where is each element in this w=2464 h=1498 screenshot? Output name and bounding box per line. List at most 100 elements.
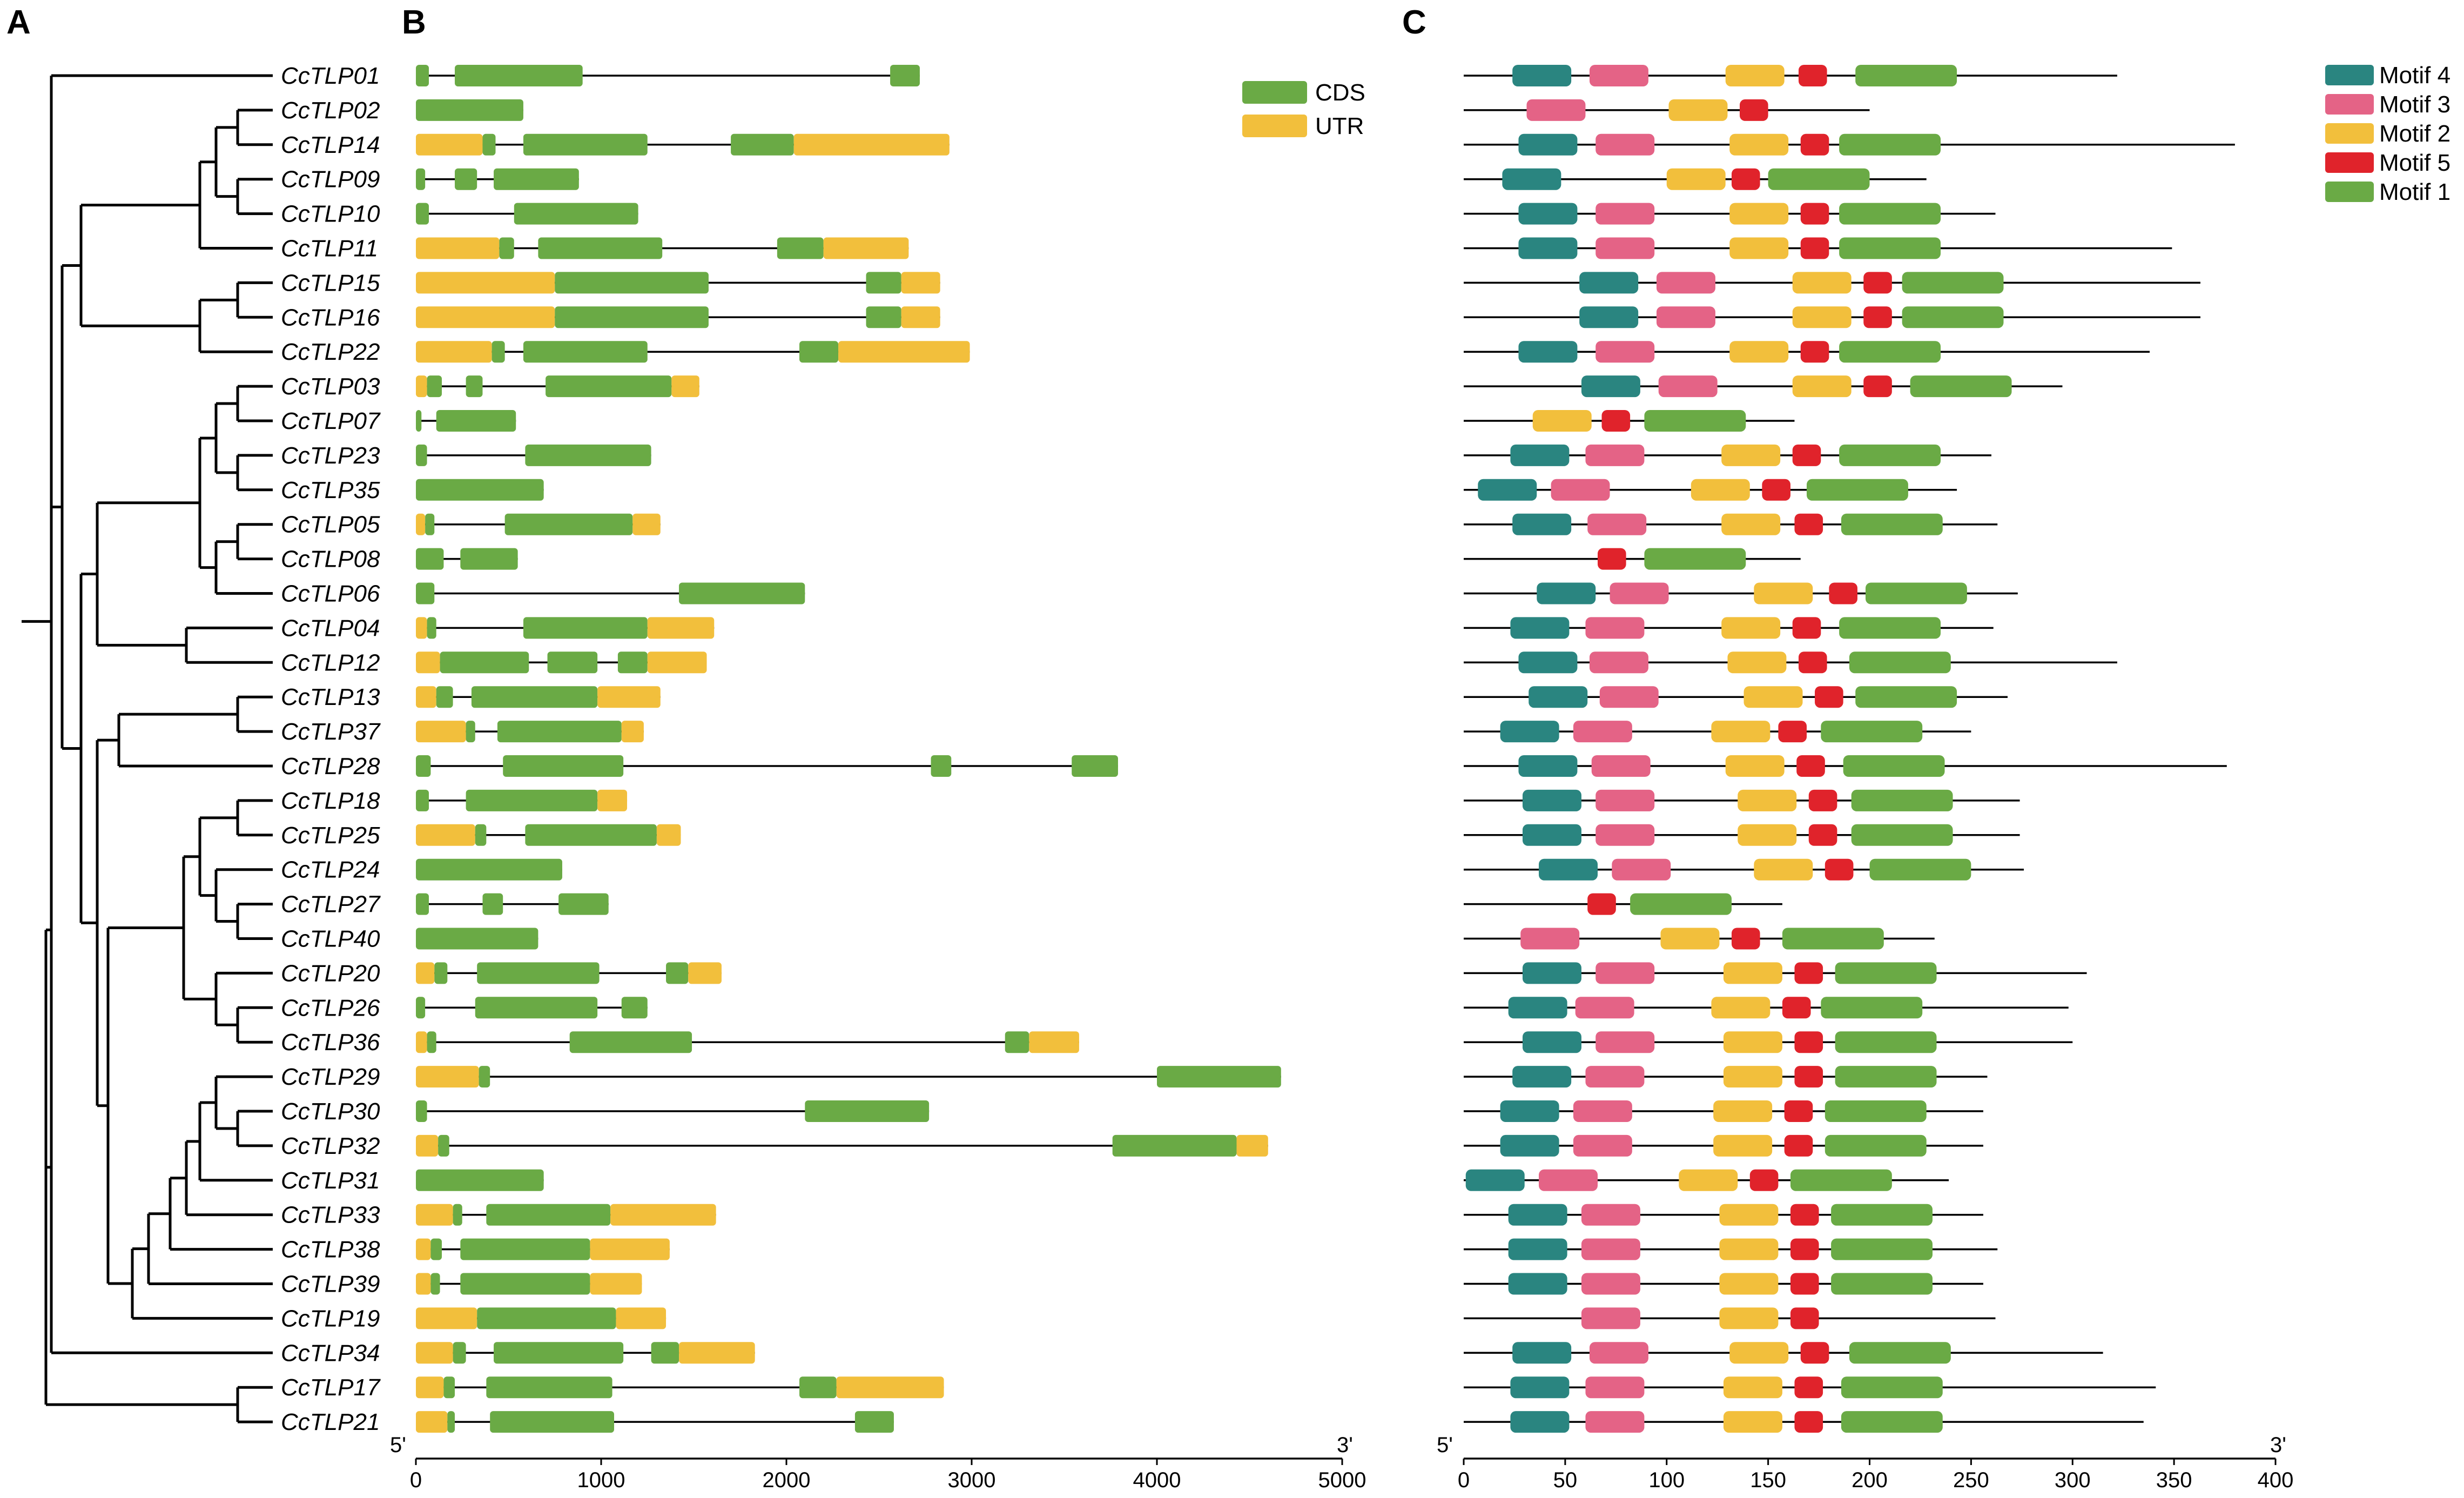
structure-utr-CcTLP05-3 <box>632 513 661 535</box>
structure-utr-CcTLP25-3 <box>656 824 681 846</box>
motif-motif5-CcTLP10 <box>1800 203 1829 225</box>
structure-utr-CcTLP34-4 <box>679 1342 755 1364</box>
motif-motif4-CcTLP13 <box>1529 686 1588 708</box>
structure-cds-CcTLP08-0 <box>416 548 444 570</box>
motif-motif2-CcTLP01 <box>1725 65 1785 86</box>
motif-panel: 0 50 100 150 200 250 300 350 400 5' 3' <box>1437 65 2293 1492</box>
structure-cds-CcTLP04-2 <box>523 617 648 639</box>
motif-motif1-CcTLP17 <box>1841 1376 1943 1399</box>
gene-name-CcTLP31: CcTLP31 <box>281 1167 380 1194</box>
legend-label-motif3: Motif 3 <box>2379 91 2450 118</box>
structure-utr-CcTLP15-0 <box>416 272 555 294</box>
motif-motif1-CcTLP35 <box>1807 479 1908 501</box>
motif-tick-label: 0 <box>1458 1468 1470 1492</box>
motif-motif1-CcTLP04 <box>1839 617 1941 639</box>
motif-motif2-CcTLP16 <box>1792 306 1852 328</box>
motif-motif1-CcTLP38 <box>1831 1238 1933 1260</box>
structure-cds-CcTLP36-2 <box>569 1031 692 1053</box>
structure-cds-CcTLP12-2 <box>547 651 598 674</box>
gene-name-CcTLP32: CcTLP32 <box>281 1133 380 1159</box>
phylogenetic-tree <box>22 74 273 1423</box>
panel-c-label: C <box>1402 4 1426 41</box>
structure-tick-label: 3000 <box>948 1468 996 1492</box>
structure-utr-CcTLP33-3 <box>610 1204 716 1226</box>
structure-cds-CcTLP38-1 <box>430 1238 442 1260</box>
motif-motif5-CcTLP25 <box>1808 824 1837 846</box>
structure-cds-CcTLP26-2 <box>621 997 648 1019</box>
structure-cds-CcTLP33-2 <box>486 1204 611 1226</box>
structure-utr-CcTLP13-0 <box>416 686 436 708</box>
motif-motif3-CcTLP12 <box>1589 651 1648 674</box>
legend-swatch-motif1 <box>2325 182 2374 202</box>
motif-motif4-CcTLP26 <box>1508 997 1567 1019</box>
structure-utr-CcTLP22-0 <box>416 341 492 363</box>
structure-cds-CcTLP16-2 <box>866 306 901 328</box>
structure-utr-CcTLP38-0 <box>416 1238 431 1260</box>
motif-motif1-CcTLP27 <box>1630 893 1732 915</box>
motif-motif4-CcTLP38 <box>1508 1238 1567 1260</box>
motif-motif2-CcTLP37 <box>1711 721 1770 743</box>
motif-motif4-CcTLP32 <box>1500 1134 1559 1157</box>
motif-motif5-CcTLP26 <box>1782 997 1811 1019</box>
motif-motif1-CcTLP08 <box>1644 548 1746 570</box>
structure-cds-CcTLP05-2 <box>504 513 633 535</box>
structure-cds-CcTLP37-2 <box>497 721 622 743</box>
motif-motif5-CcTLP08 <box>1597 548 1626 570</box>
structure-cds-CcTLP11-3 <box>777 237 824 259</box>
motif-motif5-CcTLP40 <box>1731 928 1760 950</box>
structure-cds-CcTLP20-3 <box>666 962 689 984</box>
gene-name-CcTLP40: CcTLP40 <box>281 926 380 952</box>
structure-cds-CcTLP36-3 <box>1005 1031 1029 1053</box>
structure-cds-CcTLP28-0 <box>416 755 431 777</box>
gene-name-CcTLP38: CcTLP38 <box>281 1237 380 1263</box>
legend-label-motif2: Motif 2 <box>2379 120 2450 147</box>
motif-motif1-CcTLP01 <box>1855 65 1957 86</box>
structure-cds-CcTLP13-1 <box>436 686 453 708</box>
motif-motif5-CcTLP02 <box>1740 99 1768 121</box>
panel-b-label: B <box>402 4 426 41</box>
structure-cds-CcTLP14-2 <box>523 133 648 156</box>
structure-utr-CcTLP18-2 <box>597 789 628 811</box>
motif-motif5-CcTLP34 <box>1800 1342 1829 1364</box>
motif-motif1-CcTLP34 <box>1849 1342 1951 1364</box>
motif-motif3-CcTLP02 <box>1526 99 1586 121</box>
motif-motif3-CcTLP13 <box>1599 686 1659 708</box>
gene-name-CcTLP06: CcTLP06 <box>281 581 380 607</box>
motif-motif3-CcTLP34 <box>1589 1342 1648 1364</box>
gene-name-CcTLP19: CcTLP19 <box>281 1305 380 1332</box>
motif-motif1-CcTLP40 <box>1782 928 1884 950</box>
structure-cds-CcTLP34-3 <box>651 1342 679 1364</box>
motif-motif5-CcTLP06 <box>1829 582 1857 604</box>
structure-cds-CcTLP13-2 <box>471 686 598 708</box>
motif-motif3-CcTLP04 <box>1585 617 1645 639</box>
motif-tick-label: 350 <box>2156 1468 2192 1492</box>
motif-motif5-CcTLP32 <box>1784 1134 1813 1157</box>
structure-utr-CcTLP36-4 <box>1029 1031 1079 1053</box>
motif-motif1-CcTLP33 <box>1831 1204 1933 1226</box>
structure-cds-CcTLP09-0 <box>416 168 426 190</box>
motif-motif3-CcTLP22 <box>1595 341 1655 363</box>
motif-tick-label: 100 <box>1648 1468 1685 1492</box>
structure-cds-CcTLP02-0 <box>416 99 523 121</box>
structure-cds-CcTLP29-2 <box>1157 1066 1281 1088</box>
structure-cds-CcTLP15-1 <box>555 272 709 294</box>
motif-motif4-CcTLP23 <box>1510 444 1570 466</box>
motif-motif5-CcTLP31 <box>1749 1169 1779 1191</box>
motif-motif2-CcTLP13 <box>1743 686 1803 708</box>
structure-cds-CcTLP19-1 <box>477 1307 616 1329</box>
structure-cds-CcTLP15-2 <box>866 272 901 294</box>
structure-utr-CcTLP15-3 <box>901 272 940 294</box>
motif-motif3-CcTLP31 <box>1539 1169 1598 1191</box>
structure-cds-CcTLP06-0 <box>416 582 435 604</box>
structure-cds-CcTLP26-1 <box>475 997 598 1019</box>
structure-cds-CcTLP38-2 <box>460 1238 590 1260</box>
gene-name-CcTLP34: CcTLP34 <box>281 1340 380 1366</box>
motif-motif3-CcTLP16 <box>1656 306 1715 328</box>
motif-motif4-CcTLP36 <box>1522 1031 1581 1053</box>
motif-motif5-CcTLP39 <box>1790 1273 1819 1295</box>
motif-motif1-CcTLP05 <box>1841 513 1943 535</box>
motif-motif5-CcTLP04 <box>1792 617 1821 639</box>
motif-motif4-CcTLP34 <box>1512 1342 1572 1364</box>
motif-motif3-CcTLP32 <box>1573 1134 1632 1157</box>
